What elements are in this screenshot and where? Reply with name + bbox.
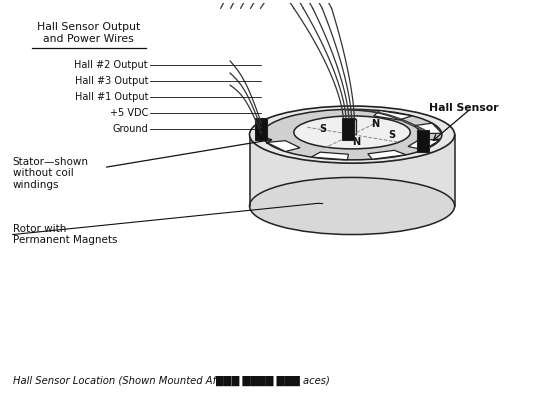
Text: +5 VDC: +5 VDC	[110, 107, 148, 117]
Polygon shape	[311, 152, 348, 160]
Text: Hall Sensor Output
and Power Wires: Hall Sensor Output and Power Wires	[37, 22, 141, 44]
Polygon shape	[267, 141, 300, 152]
Ellipse shape	[262, 109, 442, 160]
Text: Hall Sensor Location (Shown Mounted Af███ ████ ███ aces): Hall Sensor Location (Shown Mounted Af██…	[13, 376, 330, 386]
Ellipse shape	[250, 106, 455, 163]
Text: S: S	[389, 130, 395, 140]
Polygon shape	[255, 118, 267, 140]
Text: Ground: Ground	[113, 124, 148, 134]
Polygon shape	[342, 118, 354, 140]
Polygon shape	[374, 111, 412, 120]
Text: Hall #2 Output: Hall #2 Output	[74, 60, 148, 70]
Text: S: S	[320, 124, 327, 134]
Polygon shape	[368, 150, 406, 159]
Text: Rotor with
Permanent Magnets: Rotor with Permanent Magnets	[13, 224, 117, 245]
Text: Hall #1 Output: Hall #1 Output	[74, 92, 148, 102]
Polygon shape	[348, 119, 356, 134]
Text: Hall Sensor: Hall Sensor	[430, 103, 499, 113]
Polygon shape	[414, 123, 442, 134]
Polygon shape	[417, 130, 429, 152]
Ellipse shape	[250, 177, 455, 235]
Ellipse shape	[348, 118, 356, 120]
Polygon shape	[250, 135, 455, 235]
Text: Stator—shown
without coil
windings: Stator—shown without coil windings	[13, 156, 88, 190]
Text: N: N	[352, 137, 361, 147]
Ellipse shape	[294, 116, 410, 149]
Polygon shape	[408, 139, 440, 150]
Text: Hall #3 Output: Hall #3 Output	[74, 76, 148, 86]
Text: N: N	[371, 119, 380, 129]
